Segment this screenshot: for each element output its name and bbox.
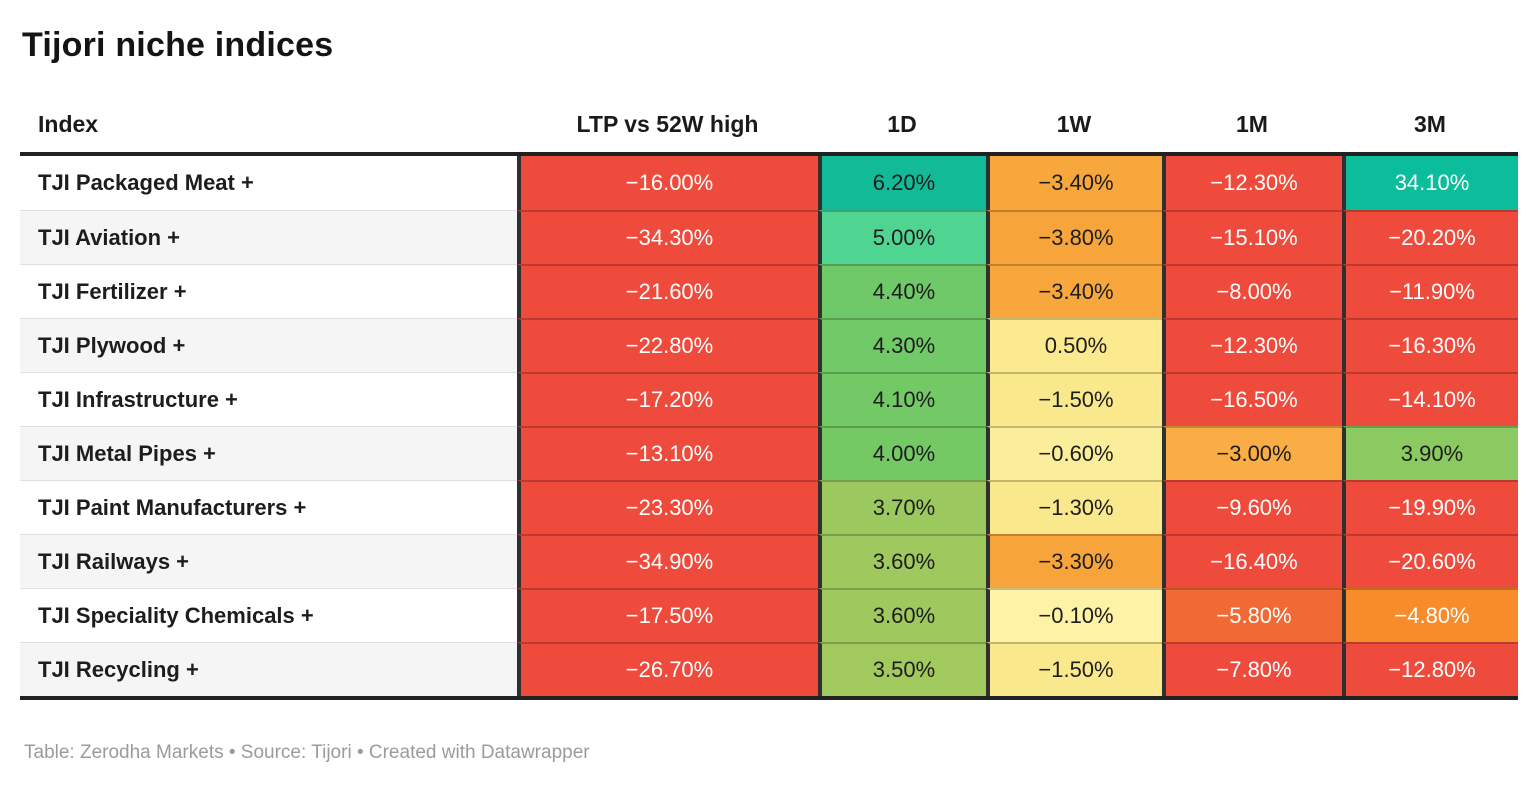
1m-value-cell: −16.50%	[1162, 372, 1342, 426]
index-name-cell[interactable]: TJI Fertilizer +	[20, 264, 517, 318]
1d-value-cell: 3.60%	[818, 588, 986, 642]
3m-value-cell: −19.90%	[1342, 480, 1518, 534]
1w-value-cell: −3.80%	[986, 210, 1162, 264]
ltp-vs-52w-high-value-cell: −21.60%	[517, 264, 818, 318]
1w-value-cell: −1.30%	[986, 480, 1162, 534]
index-name-cell[interactable]: TJI Infrastructure +	[20, 372, 517, 426]
3m-value-cell: −11.90%	[1342, 264, 1518, 318]
3m-value-cell: −12.80%	[1342, 642, 1518, 696]
1d-value-cell: 5.00%	[818, 210, 986, 264]
1m-value-cell: −16.40%	[1162, 534, 1342, 588]
column-header-3m: 3M	[1414, 111, 1446, 137]
index-name-cell[interactable]: TJI Packaged Meat +	[20, 156, 517, 210]
1m-value-cell: −7.80%	[1162, 642, 1342, 696]
ltp-vs-52w-high-value-cell: −34.90%	[517, 534, 818, 588]
table-row: TJI Packaged Meat + −16.00% 6.20% −3.40% −12…	[20, 156, 1518, 210]
1m-value-cell: −12.30%	[1162, 156, 1342, 210]
ltp-vs-52w-high-value-cell: −22.80%	[517, 318, 818, 372]
1d-value-cell: 3.50%	[818, 642, 986, 696]
1m-value-cell: −8.00%	[1162, 264, 1342, 318]
1w-value-cell: −1.50%	[986, 642, 1162, 696]
table-body: TJI Packaged Meat + −16.00% 6.20% −3.40% −12…	[20, 152, 1518, 700]
index-name-cell[interactable]: TJI Railways +	[20, 534, 517, 588]
chart-container: Tijori niche indices Index LTP vs 52W hi…	[20, 26, 1518, 763]
1d-value-cell: 3.70%	[818, 480, 986, 534]
ltp-vs-52w-high-value-cell: −13.10%	[517, 426, 818, 480]
index-name-cell[interactable]: TJI Speciality Chemicals +	[20, 588, 517, 642]
1m-value-cell: −12.30%	[1162, 318, 1342, 372]
column-header-ltp-vs-52w-high: LTP vs 52W high	[576, 111, 759, 137]
index-name-cell[interactable]: TJI Aviation +	[20, 210, 517, 264]
table-row: TJI Plywood + −22.80% 4.30% 0.50% −12.30% −16…	[20, 318, 1518, 372]
3m-value-cell: −14.10%	[1342, 372, 1518, 426]
ltp-vs-52w-high-value-cell: −34.30%	[517, 210, 818, 264]
table-row: TJI Metal Pipes + −13.10% 4.00% −0.60% −3.00…	[20, 426, 1518, 480]
table-row: TJI Paint Manufacturers + −23.30% 3.70% −1.…	[20, 480, 1518, 534]
table-row: TJI Fertilizer + −21.60% 4.40% −3.40% −8.00%…	[20, 264, 1518, 318]
table-row: TJI Recycling + −26.70% 3.50% −1.50% −7.80% −…	[20, 642, 1518, 696]
column-header-index: Index	[38, 111, 99, 137]
1m-value-cell: −5.80%	[1162, 588, 1342, 642]
table-header-row: Index LTP vs 52W high 1D 1W 1M 3M	[20, 111, 1518, 152]
index-name-cell[interactable]: TJI Paint Manufacturers +	[20, 480, 517, 534]
table-row: TJI Aviation + −34.30% 5.00% −3.80% −15.10% −…	[20, 210, 1518, 264]
column-header-1d: 1D	[887, 111, 917, 137]
1d-value-cell: 3.60%	[818, 534, 986, 588]
1d-value-cell: 4.30%	[818, 318, 986, 372]
1w-value-cell: −3.30%	[986, 534, 1162, 588]
1m-value-cell: −9.60%	[1162, 480, 1342, 534]
3m-value-cell: −16.30%	[1342, 318, 1518, 372]
ltp-vs-52w-high-value-cell: −17.20%	[517, 372, 818, 426]
3m-value-cell: −20.60%	[1342, 534, 1518, 588]
index-name-cell[interactable]: TJI Metal Pipes +	[20, 426, 517, 480]
indices-table: Index LTP vs 52W high 1D 1W 1M 3M TJI Pa…	[20, 111, 1518, 700]
ltp-vs-52w-high-value-cell: −16.00%	[517, 156, 818, 210]
3m-value-cell: −20.20%	[1342, 210, 1518, 264]
3m-value-cell: 3.90%	[1342, 426, 1518, 480]
page-title: Tijori niche indices	[22, 26, 334, 64]
1m-value-cell: −3.00%	[1162, 426, 1342, 480]
1d-value-cell: 6.20%	[818, 156, 986, 210]
3m-value-cell: 34.10%	[1342, 156, 1518, 210]
column-header-1m: 1M	[1236, 111, 1268, 137]
attribution-footer: Table: Zerodha Markets • Source: Tijori …	[24, 742, 590, 763]
1w-value-cell: −3.40%	[986, 156, 1162, 210]
index-name-cell[interactable]: TJI Plywood +	[20, 318, 517, 372]
1w-value-cell: 0.50%	[986, 318, 1162, 372]
table-row: TJI Speciality Chemicals + −17.50% 3.60% −0…	[20, 588, 1518, 642]
1w-value-cell: −0.60%	[986, 426, 1162, 480]
1d-value-cell: 4.10%	[818, 372, 986, 426]
1d-value-cell: 4.00%	[818, 426, 986, 480]
table-row: TJI Railways + −34.90% 3.60% −3.30% −16.40% −…	[20, 534, 1518, 588]
1w-value-cell: −0.10%	[986, 588, 1162, 642]
ltp-vs-52w-high-value-cell: −23.30%	[517, 480, 818, 534]
column-header-1w: 1W	[1056, 111, 1092, 137]
index-name-cell[interactable]: TJI Recycling +	[20, 642, 517, 696]
ltp-vs-52w-high-value-cell: −17.50%	[517, 588, 818, 642]
1d-value-cell: 4.40%	[818, 264, 986, 318]
ltp-vs-52w-high-value-cell: −26.70%	[517, 642, 818, 696]
3m-value-cell: −4.80%	[1342, 588, 1518, 642]
table-row: TJI Infrastructure + −17.20% 4.10% −1.50% −1…	[20, 372, 1518, 426]
1m-value-cell: −15.10%	[1162, 210, 1342, 264]
1w-value-cell: −1.50%	[986, 372, 1162, 426]
1w-value-cell: −3.40%	[986, 264, 1162, 318]
